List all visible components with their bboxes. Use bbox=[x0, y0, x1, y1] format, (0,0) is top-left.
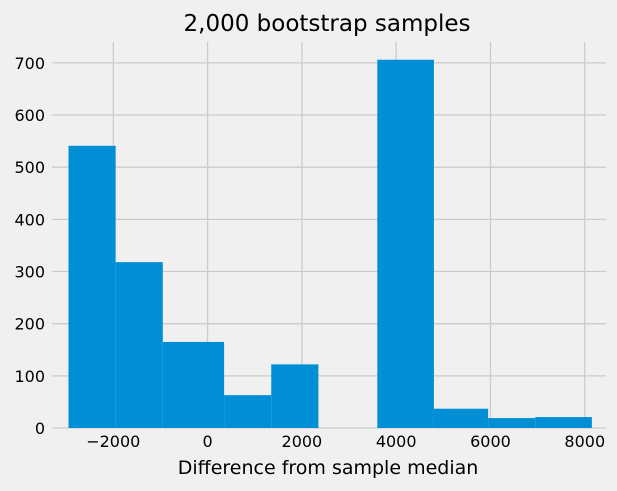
x-tick-label: −2000 bbox=[86, 432, 140, 451]
y-tick-label: 400 bbox=[14, 210, 45, 229]
x-tick-label: 2000 bbox=[282, 432, 323, 451]
y-tick-label: 700 bbox=[14, 54, 45, 73]
y-tick-label: 200 bbox=[14, 315, 45, 334]
histogram-bar bbox=[377, 59, 434, 428]
histogram-bar bbox=[68, 145, 116, 428]
y-axis-ticks: 0 100 200 300 400 500 600 700 bbox=[14, 54, 45, 438]
histogram-bar bbox=[224, 395, 272, 428]
y-tick-label: 100 bbox=[14, 367, 45, 386]
histogram-bar bbox=[271, 364, 319, 428]
x-tick-label: 8000 bbox=[564, 432, 605, 451]
histogram-bar bbox=[433, 408, 489, 428]
x-tick-label: 4000 bbox=[376, 432, 417, 451]
x-tick-label: 6000 bbox=[470, 432, 511, 451]
x-tick-label: 0 bbox=[202, 432, 212, 451]
y-tick-label: 600 bbox=[14, 106, 45, 125]
histogram-bar bbox=[115, 262, 163, 428]
histogram-bar bbox=[488, 418, 536, 428]
y-tick-label: 0 bbox=[35, 419, 45, 438]
chart-title: 2,000 bootstrap samples bbox=[184, 11, 471, 37]
histogram-bar bbox=[535, 417, 592, 428]
x-axis-label: Difference from sample median bbox=[178, 457, 479, 479]
histogram-bar bbox=[162, 341, 225, 428]
x-axis-ticks: −2000 0 2000 4000 6000 8000 bbox=[86, 432, 605, 451]
y-tick-label: 500 bbox=[14, 158, 45, 177]
y-tick-label: 300 bbox=[14, 263, 45, 282]
histogram-bars bbox=[68, 59, 592, 428]
